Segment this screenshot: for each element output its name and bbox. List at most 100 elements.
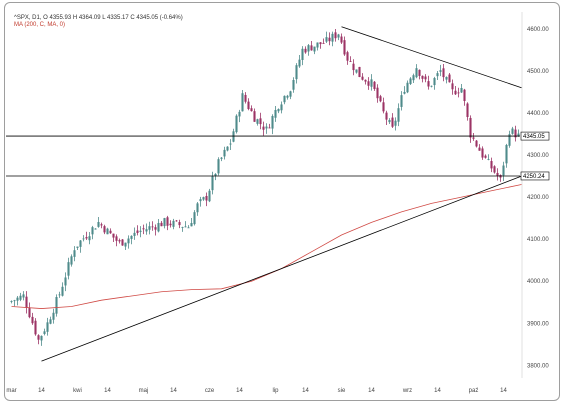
candle-body	[196, 203, 199, 213]
candle-body	[115, 236, 118, 241]
candle-body	[475, 140, 478, 147]
candle-body	[292, 79, 295, 90]
candle-body	[427, 81, 430, 87]
level-price-label: 4345.05	[523, 134, 545, 140]
candle-body	[463, 89, 466, 101]
candle-body	[445, 76, 448, 80]
candle-body	[430, 85, 433, 87]
candle-body	[208, 190, 211, 202]
candle-body	[19, 295, 22, 300]
candle-body	[106, 228, 109, 235]
candle-body	[451, 83, 454, 90]
candle-body	[286, 95, 289, 98]
candle-body	[190, 222, 193, 227]
candle-body	[247, 101, 250, 110]
candle-body	[130, 235, 133, 239]
candle-body	[172, 220, 175, 227]
candle-body	[469, 117, 472, 138]
level-price-label: 4250.24	[523, 174, 545, 180]
candle-body	[502, 165, 505, 176]
candle-body	[439, 70, 442, 72]
candle-body	[187, 227, 190, 229]
candle-body	[232, 131, 235, 142]
ma200-line	[11, 184, 522, 309]
candle-body	[328, 37, 331, 42]
candle-body	[37, 335, 40, 340]
candle-body	[505, 144, 508, 164]
candle-body	[58, 294, 61, 296]
candle-body	[397, 108, 400, 122]
candle-body	[442, 68, 445, 78]
candle-body	[409, 78, 412, 85]
candle-body	[154, 227, 157, 230]
candle-body	[478, 147, 481, 151]
candle-body	[205, 195, 208, 201]
candle-body	[127, 238, 130, 244]
candle-body	[31, 316, 34, 324]
candle-body	[70, 256, 73, 265]
candle-body	[415, 68, 418, 78]
candle-body	[334, 32, 337, 39]
candle-body	[466, 103, 469, 118]
candle-body	[364, 79, 367, 82]
candle-body	[370, 79, 373, 87]
candle-body	[49, 319, 52, 324]
y-tick-label: 4400.00	[527, 111, 549, 117]
candle-body	[55, 297, 58, 314]
candle-body	[85, 237, 88, 239]
candle-body	[421, 75, 424, 79]
candle-body	[346, 52, 349, 61]
candle-body	[433, 78, 436, 86]
support-trendline	[41, 175, 522, 362]
candle-body	[43, 331, 46, 334]
x-tick-label: 14	[500, 388, 507, 394]
candle-body	[88, 236, 91, 241]
candle-body	[460, 87, 463, 93]
x-tick-label: sie	[338, 388, 346, 394]
candle-body	[199, 199, 202, 202]
candle-body	[133, 232, 136, 236]
candle-body	[214, 173, 217, 176]
candle-body	[496, 172, 499, 176]
candle-body	[91, 227, 94, 235]
candle-body	[160, 222, 163, 227]
x-tick-label: lip	[272, 388, 279, 394]
candle-body	[268, 127, 271, 129]
candle-body	[367, 81, 370, 86]
candle-body	[337, 34, 340, 38]
candle-body	[454, 90, 457, 95]
candle-body	[250, 108, 253, 112]
candle-body	[400, 95, 403, 107]
candle-body	[112, 233, 115, 238]
candle-body	[238, 111, 241, 117]
candle-body	[361, 76, 364, 80]
level-price-box	[520, 171, 550, 181]
candle-body	[139, 230, 142, 232]
candle-body	[301, 48, 304, 60]
candle-body	[457, 92, 460, 94]
candle-body	[97, 222, 100, 227]
candle-body	[181, 227, 184, 228]
symbol-ohlc-info: ^SPX, D1, O 4355.93 H 4364.09 L 4335.17 …	[14, 15, 183, 21]
x-tick-label: 14	[170, 388, 177, 394]
candle-body	[316, 42, 319, 48]
x-tick-label: 14	[236, 388, 243, 394]
candle-body	[412, 75, 415, 81]
candle-body	[493, 166, 496, 173]
candle-body	[271, 115, 274, 129]
resistance-trendline	[341, 26, 522, 89]
candle-body	[220, 157, 223, 159]
candle-body	[388, 120, 391, 123]
candle-body	[436, 73, 439, 77]
candle-body	[169, 223, 172, 226]
candle-body	[61, 286, 64, 296]
candle-body	[259, 118, 262, 125]
y-tick-label: 3800.00	[527, 363, 549, 369]
candle-body	[274, 109, 277, 118]
x-tick-label: wrz	[402, 388, 412, 394]
candle-body	[283, 95, 286, 103]
candle-body	[79, 240, 82, 247]
candle-body	[490, 161, 493, 169]
candle-body	[508, 134, 511, 146]
candle-body	[94, 228, 97, 230]
